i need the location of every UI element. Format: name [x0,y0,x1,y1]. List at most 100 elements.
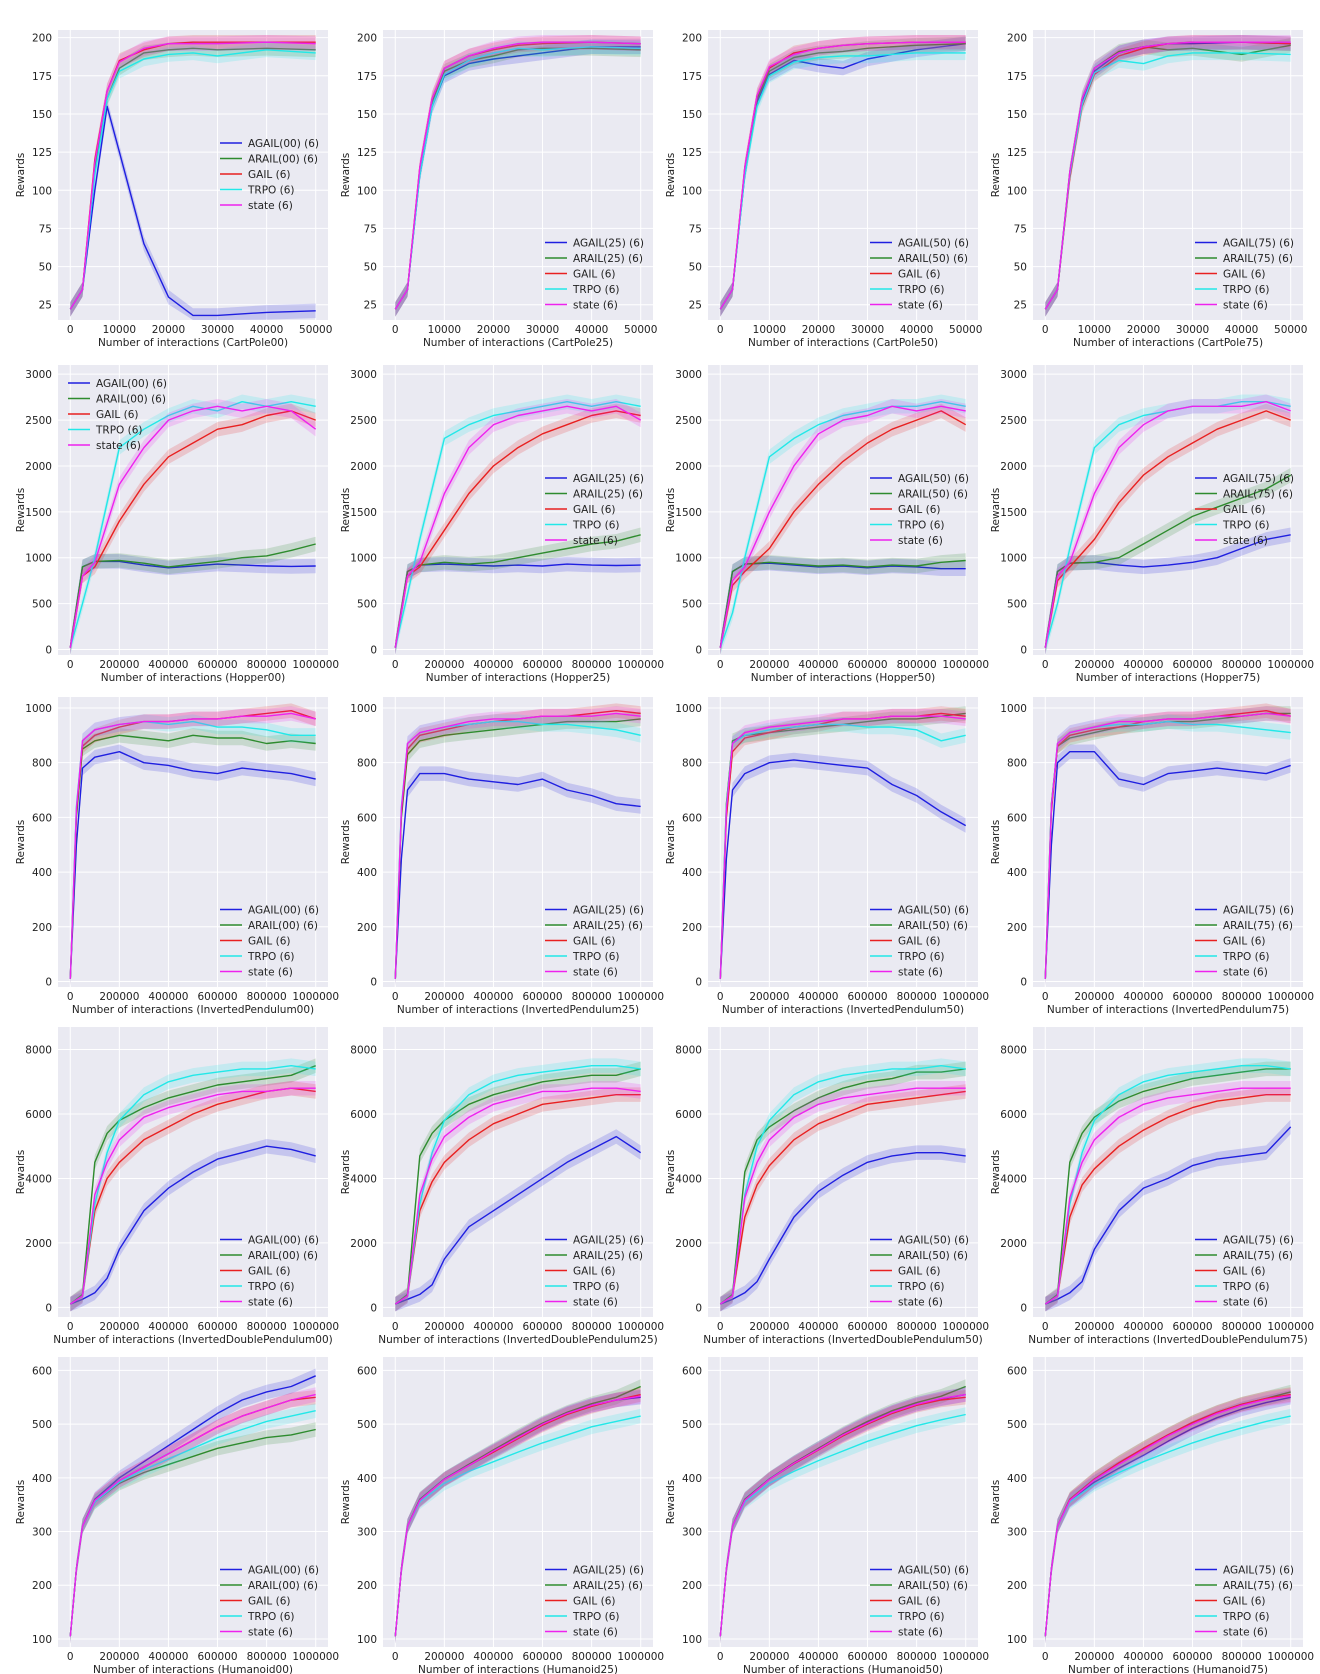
x-tick-label: 800000 [247,1651,287,1663]
series-band-arail [720,553,966,655]
legend-label-arail: ARAIL(25) (6) [573,489,643,501]
x-tick-label: 1000000 [942,1321,989,1333]
legend-label-agail: AGAIL(50) (6) [898,905,969,917]
series-line-state [69,1087,316,1305]
x-tick-label: 800000 [1222,1321,1262,1333]
series-line-state [1044,401,1291,648]
series-line-arail [394,534,641,648]
legend-label-gail: GAIL (6) [248,1596,290,1608]
legend-label-gail: GAIL (6) [573,1266,615,1278]
x-axis-label: Number of interactions (CartPole75) [1073,337,1263,349]
x-tick-label: 0 [67,1321,74,1333]
x-tick-label: 800000 [897,991,937,1003]
subplot-hopper-3: 0 500 1000 1500 2000 2500 3000 0 200000 400000 600… [990,365,1314,684]
subplot-invertedpendulum-2: 0 200 400 600 800 1000 0 200000 400000 600000 8000… [665,697,989,1016]
x-tick-label: 40000 [1225,324,1258,336]
subplot-invertedpendulum-1: 0 200 400 600 800 1000 0 200000 400000 600000 8000… [340,697,664,1016]
x-tick-label: 800000 [247,659,287,671]
series-line-gail [69,410,316,648]
y-tick-label: 1000 [25,553,52,565]
legend-label-arail: ARAIL(00) (6) [248,1580,318,1592]
plot-area [58,697,328,987]
x-tick-label: 800000 [1222,991,1262,1003]
plot-area [383,697,653,987]
subplot-humanoid-1: 100 200 300 400 500 600 0 200000 400000 600000 800… [340,1357,664,1674]
y-axis-label: Rewards [990,1480,1002,1525]
y-tick-label: 150 [357,109,377,121]
y-tick-label: 2000 [25,1238,52,1250]
y-tick-label: 1000 [1000,553,1027,565]
y-tick-label: 2000 [350,1238,377,1250]
x-axis-label: Number of interactions (Hopper00) [101,672,286,684]
plot-area [1033,697,1303,987]
subplot-cartpole-1: 25 50 75 100 125 150 175 200 0 10000 20000 30000 400… [340,30,657,349]
legend-label-gail: GAIL (6) [573,936,615,948]
legend: AGAIL(75) (6) ARAIL(75) (6) GAIL (6) TRPO (… [1195,1235,1294,1309]
series-band-gail [70,703,316,986]
y-tick-label: 50 [364,262,377,274]
x-tick-label: 600000 [522,1651,562,1663]
y-tick-label: 800 [682,758,702,770]
y-tick-label: 600 [1007,1365,1027,1377]
legend-label-arail: ARAIL(75) (6) [1223,1580,1293,1592]
series-band-trpo [395,1408,641,1644]
x-axis-label: Number of interactions (CartPole50) [748,337,938,349]
legend-label-arail: ARAIL(75) (6) [1223,253,1293,265]
y-tick-label: 300 [32,1527,52,1539]
y-tick-label: 200 [32,33,52,45]
series-band-arail [720,706,966,986]
y-tick-label: 125 [357,147,377,159]
x-axis-label: Number of interactions (Hopper25) [426,672,611,684]
legend-label-gail: GAIL (6) [1223,1596,1265,1608]
legend: AGAIL(00) (6) ARAIL(00) (6) GAIL (6) TRPO (… [220,1565,319,1639]
y-tick-label: 2000 [25,461,52,473]
y-axis-label: Rewards [15,820,27,865]
series-band-state [720,1387,966,1644]
y-tick-label: 1000 [1000,703,1027,715]
legend-label-state: state (6) [898,1297,943,1309]
y-tick-label: 50 [689,262,702,274]
x-tick-label: 1000000 [292,1321,339,1333]
x-tick-label: 400000 [1123,659,1163,671]
y-tick-label: 400 [32,867,52,879]
y-tick-label: 0 [1020,977,1027,989]
y-tick-label: 100 [357,1634,377,1646]
series-line-state [69,405,317,648]
x-tick-label: 0 [392,1321,399,1333]
x-tick-label: 0 [392,324,399,336]
legend-label-trpo: TRPO (6) [1222,1611,1270,1623]
series-band-gail [1045,703,1291,986]
y-tick-label: 0 [370,977,377,989]
x-tick-label: 200000 [424,659,464,671]
subplot-humanoid-0: 100 200 300 400 500 600 0 200000 400000 600000 800… [15,1357,339,1674]
series-line-state [394,712,641,979]
series-band-arail [1045,467,1291,655]
y-tick-label: 2000 [1000,1238,1027,1250]
series-band-arail [395,527,641,655]
legend-label-state: state (6) [248,1627,293,1639]
x-tick-label: 50000 [1274,324,1307,336]
series-line-agail [720,1151,966,1305]
series-line-state [69,41,316,310]
legend-label-agail: AGAIL(50) (6) [898,1565,969,1577]
y-axis-label: Rewards [15,1150,27,1195]
series-line-agail [719,759,967,979]
y-tick-label: 50 [39,262,52,274]
x-tick-label: 400000 [473,991,513,1003]
x-tick-label: 600000 [1172,1321,1212,1333]
legend-label-trpo: TRPO (6) [1222,284,1270,296]
legend: AGAIL(75) (6) ARAIL(75) (6) GAIL (6) TRPO (… [1195,238,1294,312]
y-tick-label: 50 [1014,262,1027,274]
x-tick-label: 200000 [424,1321,464,1333]
series-line-gail [719,410,967,648]
legend-label-gail: GAIL (6) [248,936,290,948]
plot-area [58,1357,328,1647]
x-tick-label: 400000 [148,1651,188,1663]
series-band-gail [720,1390,966,1644]
series-line-state [1044,1087,1291,1305]
legend-label-gail: GAIL (6) [898,936,940,948]
x-tick-label: 20000 [1127,324,1160,336]
legend: AGAIL(25) (6) ARAIL(25) (6) GAIL (6) TRPO (… [545,1565,644,1639]
series-band-state [395,1389,641,1644]
legend-label-arail: ARAIL(25) (6) [573,920,643,932]
